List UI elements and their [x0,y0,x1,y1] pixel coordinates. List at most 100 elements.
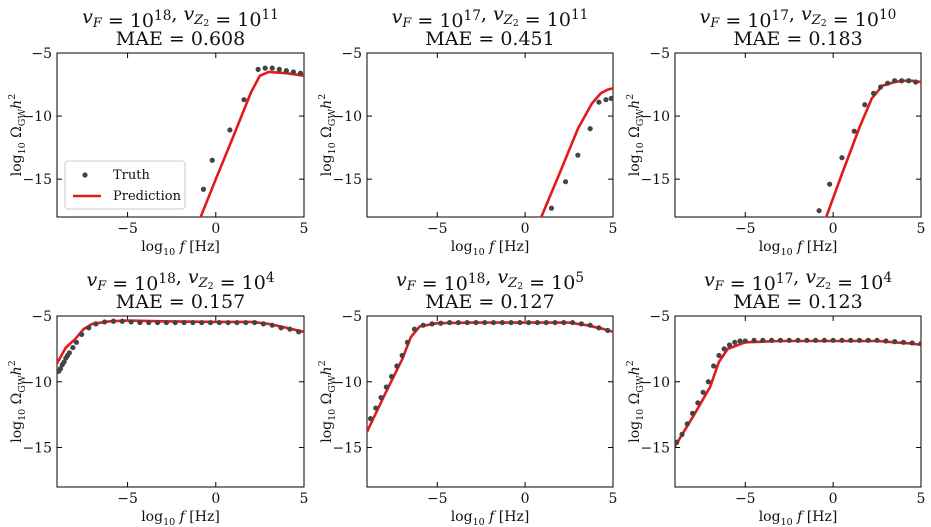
prediction-line [539,87,613,217]
legend-prediction-label: Prediction [113,189,182,204]
truth-point [605,327,611,334]
chart-subtitle: MAE = 0.451 [425,28,554,50]
y-tick-label: −10 [332,375,362,391]
x-tick-label: −5 [117,221,138,237]
truth-point [499,319,505,326]
truth-point [420,322,426,328]
axes-frame [366,315,614,488]
truth-point [700,389,706,395]
y-tick-label: −5 [341,46,362,62]
axes-frame [674,52,922,218]
truth-point [883,338,889,344]
truth-point [394,363,400,369]
truth-point [241,97,247,103]
plot-area [539,87,613,217]
truth-point [596,99,602,105]
truth-point [287,326,293,332]
plot-area [367,319,613,433]
truth-point [726,342,733,348]
truth-point [885,80,891,86]
truth-point [561,319,567,326]
prediction-line [675,339,921,447]
y-tick-label: −15 [22,172,52,188]
axes-frame [56,315,305,488]
truth-point [227,127,233,133]
truth-point [816,208,822,214]
truth-point [742,338,748,344]
legend: Truth Prediction [64,160,186,210]
truth-point [367,416,374,422]
y-tick-label: −5 [649,309,670,325]
truth-point [128,319,134,325]
truth-point [865,337,871,343]
x-tick-label: 5 [609,221,618,237]
truth-point [283,68,289,74]
truth-point [278,325,284,331]
truth-point [243,319,249,326]
axes-frame [366,52,614,218]
truth-point [679,431,685,437]
x-tick-label: −5 [117,491,138,507]
truth-point [383,384,389,390]
truth-point [526,319,532,326]
truth-point [821,337,827,343]
x-tick-label: 5 [609,491,618,507]
x-tick-label: 0 [211,491,220,507]
truth-point [877,84,884,90]
truth-point [569,319,576,326]
truth-point [812,337,819,343]
truth-point [172,319,178,326]
chart-title: vF = 1017, vZ2 = 1011 [392,3,589,32]
truth-point [482,319,488,326]
truth-point [438,320,444,326]
x-axis-label: log10 f [Hz] [759,239,838,258]
x-tick-label: −5 [735,491,756,507]
chart-subtitle: MAE = 0.127 [425,291,554,313]
truth-point [870,90,877,96]
truth-point [548,205,555,211]
truth-point [209,157,215,163]
chart-title: vF = 1018, vZ2 = 1011 [82,3,279,32]
truth-point [508,319,514,326]
y-tick-label: −10 [332,109,362,125]
y-tick-label: −5 [31,309,52,325]
truth-point [684,421,690,427]
truth-point [411,326,418,332]
truth-point [587,322,593,328]
truth-point [290,69,297,75]
truth-point [234,319,240,326]
truth-point [146,319,152,326]
y-axis-label: log10 ΩGWh2 [625,94,646,177]
truth-point [181,319,187,326]
truth-point [61,359,67,365]
x-axis-label: log10 f [Hz] [141,509,220,527]
truth-point [909,340,915,346]
chart-title: vF = 1017, vZ2 = 1010 [700,3,897,32]
truth-point [862,102,868,108]
truth-point [119,318,125,324]
plot-area [816,78,921,217]
truth-point [86,325,92,331]
x-tick-label: 0 [211,221,220,237]
truth-point [429,321,435,327]
legend-truth-label: Truth [113,168,150,183]
truth-point [262,65,268,71]
x-tick-label: 0 [829,491,838,507]
chart-title: vF = 1018, vZ2 = 105 [396,266,584,295]
y-tick-label: −10 [22,375,52,391]
truth-point [851,128,857,134]
truth-point [596,325,602,331]
x-tick-label: 5 [300,491,309,507]
truth-point [900,339,907,345]
truth-point [200,186,207,192]
x-tick-label: −5 [735,221,756,237]
truth-point [490,319,497,326]
truth-point [711,363,717,369]
truth-point [578,321,584,327]
chart-subtitle: MAE = 0.183 [733,28,862,50]
truth-point [216,319,222,326]
chart-subtitle: MAE = 0.123 [733,291,862,313]
